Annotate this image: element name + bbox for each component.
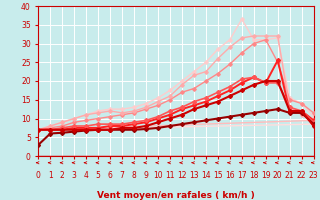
X-axis label: Vent moyen/en rafales ( km/h ): Vent moyen/en rafales ( km/h ) [97,191,255,200]
